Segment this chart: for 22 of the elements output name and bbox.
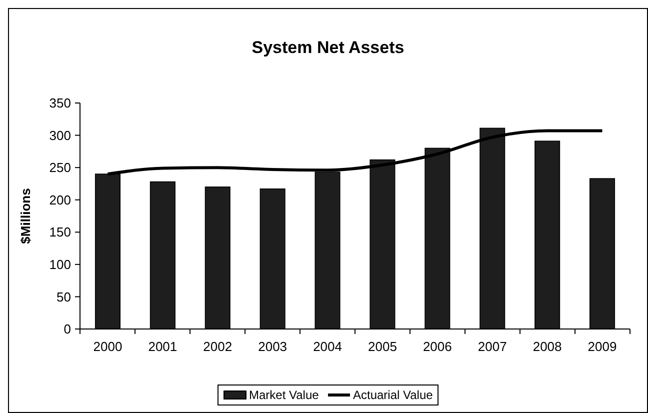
- y-tick-label: 150: [49, 224, 71, 240]
- x-tick-label: 2005: [368, 339, 397, 354]
- y-tick-label: 100: [49, 256, 71, 272]
- y-tick-label: 300: [49, 128, 71, 143]
- y-tick-label: 250: [49, 160, 71, 176]
- y-tick-label: 200: [49, 192, 71, 208]
- x-tick-label: 2003: [258, 339, 288, 354]
- legend-label: Actuarial Value: [353, 388, 434, 402]
- x-tick-label: 2002: [203, 339, 232, 354]
- x-tick-label: 2004: [313, 339, 342, 354]
- x-tick-label: 2006: [422, 339, 452, 354]
- y-tick-label: 350: [49, 96, 71, 111]
- x-tick-label: 2009: [588, 339, 617, 354]
- x-tick-label: 2001: [148, 339, 178, 354]
- y-axis-title: $Millions: [18, 188, 33, 244]
- x-tick-label: 2008: [532, 339, 562, 354]
- x-tick-label: 2000: [93, 339, 122, 354]
- x-tick-label: 2007: [478, 339, 507, 354]
- chart-title: System Net Assets: [252, 38, 404, 57]
- y-tick-label: 0: [64, 322, 71, 337]
- legend-label: Market Value: [249, 388, 320, 402]
- y-tick-label: 50: [56, 289, 71, 304]
